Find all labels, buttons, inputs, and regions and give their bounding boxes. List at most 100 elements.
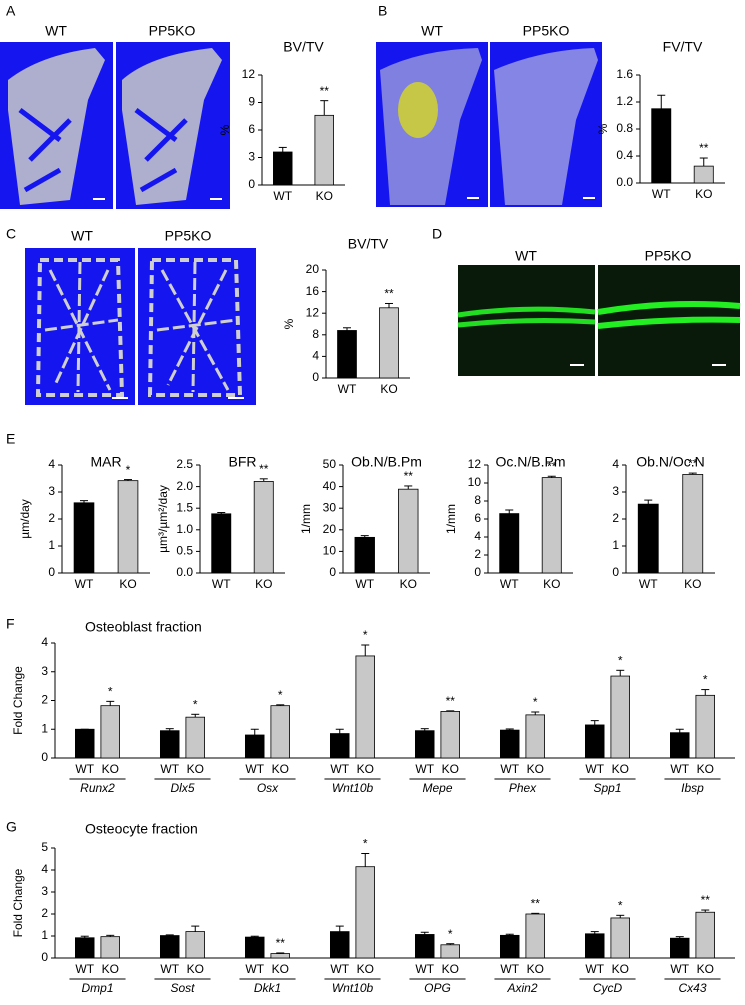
panel-label: B	[378, 3, 387, 19]
y-tick-label: 10	[468, 475, 482, 489]
y-tick-label: 1.6	[616, 67, 633, 81]
bar	[414, 730, 435, 759]
image-label: PP5KO	[645, 248, 692, 264]
x-tick-label: WT	[355, 577, 374, 591]
y-axis-label: Fold Change	[11, 868, 25, 937]
y-tick-label: 20	[323, 522, 337, 536]
series-label: KO	[357, 962, 374, 976]
bar	[525, 913, 546, 959]
series-label: KO	[272, 962, 289, 976]
panel-label: G	[6, 819, 17, 835]
fluorescence-image	[457, 265, 741, 376]
x-tick-label: WT	[75, 577, 94, 591]
y-tick-label: 8	[474, 493, 481, 507]
bar	[75, 937, 95, 959]
y-tick-label: 3	[41, 664, 48, 678]
significance-label: **	[547, 459, 557, 473]
significance-label: *	[618, 653, 623, 667]
bar	[379, 307, 399, 379]
bar	[541, 477, 562, 574]
bar	[244, 734, 265, 759]
significance-label: **	[531, 897, 541, 911]
y-axis-label: µm/day	[18, 499, 32, 539]
group-label: Mepe	[422, 781, 452, 795]
y-axis-label: 1/mm	[299, 504, 313, 534]
bar	[354, 536, 375, 574]
bar	[499, 513, 520, 574]
y-axis-label: Fold Change	[11, 666, 25, 735]
significance-label: *	[448, 927, 453, 941]
group-label: Phex	[509, 781, 537, 795]
y-tick-label: 0	[48, 565, 55, 579]
significance-label: *	[108, 685, 113, 699]
y-axis-label: %	[218, 124, 232, 135]
x-tick-label: WT	[639, 577, 658, 591]
bar	[440, 944, 460, 959]
y-axis-label: µm³/µm²/day	[156, 485, 170, 553]
bar	[525, 714, 546, 759]
significance-label: *	[533, 695, 538, 709]
chart-title: Ob.N/B.Pm	[351, 454, 422, 470]
significance-label: **	[259, 462, 269, 476]
panel-label: E	[6, 431, 15, 447]
y-tick-label: 0	[329, 565, 336, 579]
image-label: WT	[421, 23, 443, 39]
y-tick-label: 1.2	[616, 94, 633, 108]
series-label: WT	[500, 762, 519, 776]
y-tick-label: 3	[248, 150, 255, 164]
significance-label: *	[126, 463, 131, 477]
y-tick-label: 2	[41, 693, 48, 707]
x-tick-label: KO	[400, 577, 417, 591]
y-axis-label: %	[282, 318, 296, 329]
group-label: Dkk1	[254, 981, 281, 995]
bar	[499, 934, 520, 959]
y-tick-label: 1	[41, 721, 48, 735]
y-tick-label: 12	[242, 67, 256, 81]
y-tick-label: 2	[48, 511, 55, 525]
bar	[273, 151, 293, 186]
y-tick-label: 2	[474, 547, 481, 561]
y-tick-label: 1.0	[176, 522, 193, 536]
y-tick-label: 0	[474, 565, 481, 579]
y-tick-label: 6	[474, 511, 481, 525]
bar	[670, 937, 690, 959]
series-label: KO	[357, 762, 374, 776]
bar	[337, 330, 357, 379]
series-label: WT	[585, 762, 604, 776]
bar	[637, 503, 659, 574]
y-tick-label: 4	[612, 457, 619, 471]
series-label: KO	[527, 762, 544, 776]
series-label: WT	[415, 962, 434, 976]
x-tick-label: KO	[684, 577, 701, 591]
y-tick-label: 4	[312, 349, 319, 363]
y-tick-label: 20	[306, 262, 320, 276]
bar	[651, 108, 672, 184]
bar	[585, 933, 605, 959]
significance-label: **	[384, 287, 394, 301]
image-label: PP5KO	[523, 23, 570, 39]
y-tick-label: 9	[248, 95, 255, 109]
y-tick-label: 3	[48, 484, 55, 498]
y-tick-label: 5	[41, 840, 48, 854]
y-tick-label: 4	[48, 457, 55, 471]
y-tick-label: 0	[41, 950, 48, 964]
bar	[440, 711, 460, 759]
chart-title: Osteocyte fraction	[85, 821, 198, 837]
significance-label: *	[703, 673, 708, 687]
series-label: WT	[670, 762, 689, 776]
x-tick-label: KO	[119, 577, 136, 591]
group-label: Dmp1	[81, 981, 113, 995]
bar	[610, 675, 631, 759]
significance-label: *	[278, 688, 283, 702]
bar	[355, 655, 375, 759]
panel-label: D	[432, 226, 442, 242]
y-tick-label: 3	[612, 484, 619, 498]
y-tick-label: 16	[306, 284, 320, 298]
panel-label: C	[6, 226, 16, 242]
chart-title: MAR	[90, 454, 121, 470]
x-tick-label: WT	[273, 189, 292, 203]
y-tick-label: 2.0	[176, 479, 193, 493]
series-label: KO	[697, 962, 714, 976]
y-tick-label: 4	[41, 635, 48, 649]
